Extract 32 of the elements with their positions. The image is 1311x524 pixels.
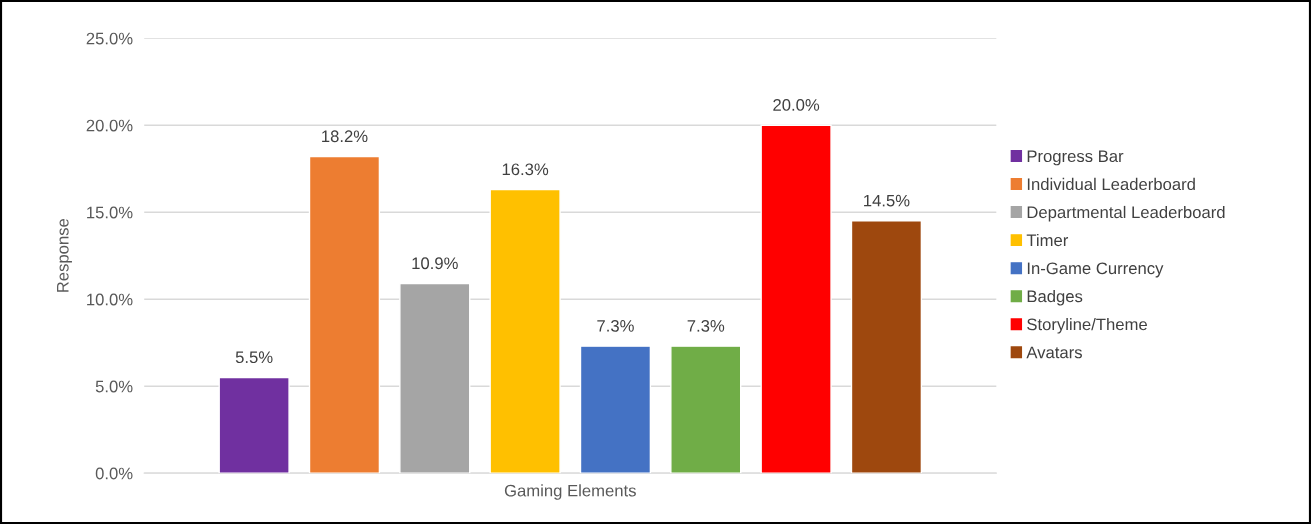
y-tick-label: 25.0% xyxy=(86,32,133,45)
bar xyxy=(760,124,832,474)
legend-label: Progress Bar xyxy=(1027,150,1124,166)
bar xyxy=(850,220,923,474)
bar xyxy=(218,376,290,474)
data-label: 20.0% xyxy=(773,99,820,111)
y-tick-label: 10.0% xyxy=(87,293,133,306)
y-tick-label: 0.0% xyxy=(95,467,133,480)
x-tick-label: Gaming Elements xyxy=(504,484,636,500)
legend-label: Storyline/Theme xyxy=(1027,318,1147,334)
legend-label: Individual Leaderboard xyxy=(1027,177,1195,191)
y-tick-label: 5.0% xyxy=(95,380,133,393)
data-label: 14.5% xyxy=(864,194,910,207)
data-label: 5.5% xyxy=(235,351,273,364)
data-label: 18.2% xyxy=(322,130,368,143)
y-axis-title: Response xyxy=(57,218,72,292)
bar xyxy=(670,345,742,474)
data-label: 7.3% xyxy=(597,319,634,332)
data-label: 7.3% xyxy=(687,319,725,332)
legend-label: Badges xyxy=(1027,290,1083,306)
legend-label: Departmental Leaderboard xyxy=(1027,205,1225,222)
bar xyxy=(489,188,561,474)
legend-label: Timer xyxy=(1026,233,1069,247)
data-label: 16.3% xyxy=(502,163,549,176)
y-tick-label: 20.0% xyxy=(86,119,133,132)
bar xyxy=(579,345,652,474)
legend-label: In-Game Currency xyxy=(1027,262,1164,278)
data-label: 10.9% xyxy=(412,257,458,270)
bar xyxy=(308,155,381,474)
legend-label: Avatars xyxy=(1026,346,1082,359)
y-tick-label: 15.0% xyxy=(87,206,133,219)
bar xyxy=(399,282,471,474)
